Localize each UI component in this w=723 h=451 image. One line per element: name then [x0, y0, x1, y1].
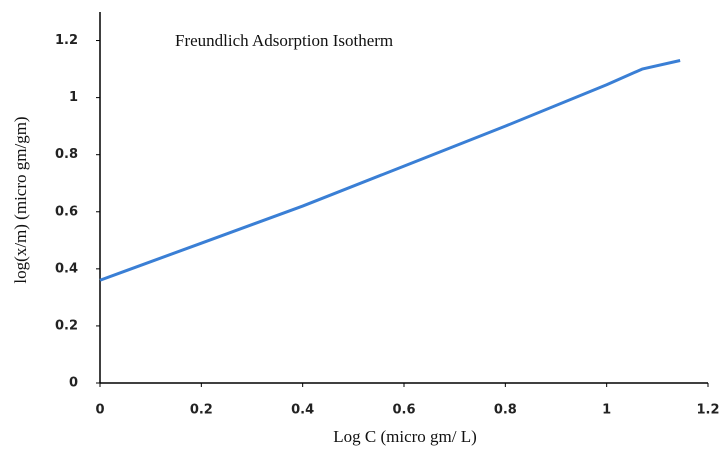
x-tick-label: 0.4 — [291, 403, 314, 418]
y-tick-label: 0.6 — [55, 204, 78, 219]
y-tick-label: 1 — [69, 90, 78, 105]
x-tick-label: 0.8 — [494, 403, 517, 418]
x-tick-label: 1 — [602, 403, 611, 418]
y-tick-label: 0.2 — [55, 318, 78, 333]
y-tick-label: 0.4 — [55, 261, 78, 276]
x-axis-label: Log C (micro gm/ L) — [333, 427, 477, 446]
x-tick-label: 1.2 — [696, 403, 719, 418]
x-tick-label: 0 — [95, 403, 104, 418]
y-axis-label: log(x/m) (micro gm/gm) — [11, 116, 30, 283]
y-tick-label: 0.8 — [55, 147, 78, 162]
x-tick-label: 0.6 — [392, 403, 415, 418]
y-tick-label: 1.2 — [55, 33, 78, 48]
x-tick-label: 0.2 — [190, 403, 213, 418]
y-tick-label: 0 — [69, 376, 78, 391]
data-line — [99, 59, 681, 282]
chart-title: Freundlich Adsorption Isotherm — [175, 31, 393, 50]
